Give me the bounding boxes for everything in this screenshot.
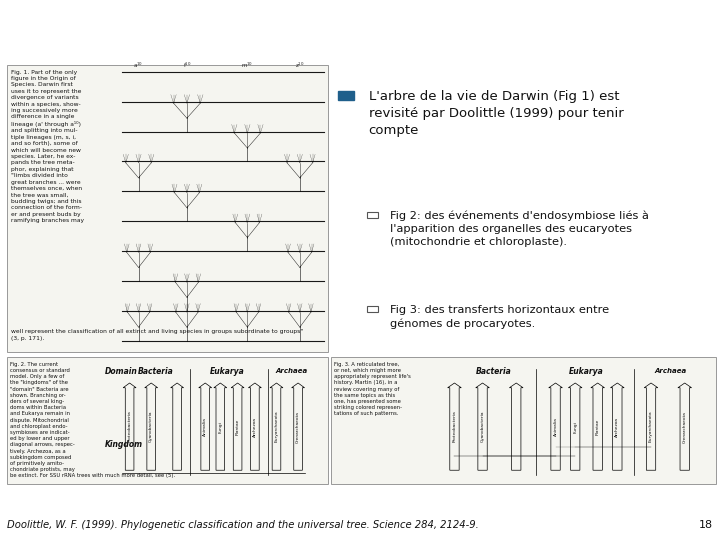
Text: Doolittle, W. F. (1999). Phylogenetic classification and the universal tree. Sci: Doolittle, W. F. (1999). Phylogenetic cl… bbox=[7, 519, 479, 530]
Text: Animalia: Animalia bbox=[203, 417, 207, 436]
Text: Kingdom: Kingdom bbox=[104, 440, 143, 449]
Text: 18: 18 bbox=[698, 519, 713, 530]
Text: Fig 3: des transferts horizontaux entre
génomes de procaryotes.: Fig 3: des transferts horizontaux entre … bbox=[390, 305, 608, 329]
Text: Proteobacteria: Proteobacteria bbox=[127, 411, 132, 442]
Text: Cyanobacteria: Cyanobacteria bbox=[149, 411, 153, 442]
Text: Fungi: Fungi bbox=[218, 421, 222, 433]
Text: Euryarchaeota: Euryarchaeota bbox=[649, 411, 653, 442]
Text: Bacteria: Bacteria bbox=[138, 367, 174, 376]
Text: Fig. 2. The current
consensus or standard
model. Only a few of
the "kingdoms" of: Fig. 2. The current consensus or standar… bbox=[10, 362, 175, 478]
Text: L'arbre de la vie de Darwin (Fig 1) est
revisité par Doolittle (1999) pour tenir: L'arbre de la vie de Darwin (Fig 1) est … bbox=[369, 90, 624, 137]
Text: L'arbre universel de la vie revisité: L'arbre universel de la vie revisité bbox=[13, 10, 443, 30]
Text: Eukarya: Eukarya bbox=[210, 367, 244, 376]
Text: Bacteria: Bacteria bbox=[476, 367, 512, 376]
Text: Cyanobacteria: Cyanobacteria bbox=[480, 411, 485, 442]
Bar bbox=[7, 65, 328, 353]
Text: Archaea: Archaea bbox=[276, 368, 307, 374]
Bar bbox=[331, 357, 716, 484]
Text: well represent the classification of all extinct and living species in groups su: well represent the classification of all… bbox=[11, 329, 303, 341]
Text: Plantae: Plantae bbox=[595, 418, 600, 435]
Text: Fig 2: des événements d'endosymbiose liés à
l'apparition des organelles des euca: Fig 2: des événements d'endosymbiose lié… bbox=[390, 211, 649, 247]
Text: Domain: Domain bbox=[104, 367, 137, 376]
Text: Plantae: Plantae bbox=[235, 418, 240, 435]
Bar bbox=[367, 306, 378, 312]
Text: m$^{10}$: m$^{10}$ bbox=[241, 60, 253, 70]
Text: Fig. 3. A reticulated tree,
or net, which might more
appropriately represent lif: Fig. 3. A reticulated tree, or net, whic… bbox=[334, 362, 411, 416]
Text: Fig. 1. Part of the only
figure in the Origin of
Species. Darwin first
uses it t: Fig. 1. Part of the only figure in the O… bbox=[11, 70, 84, 223]
Bar bbox=[7, 357, 328, 484]
Text: Animalia: Animalia bbox=[554, 417, 557, 436]
Text: Eukarya: Eukarya bbox=[569, 367, 604, 376]
Text: a$^{10}$: a$^{10}$ bbox=[133, 60, 143, 70]
Bar bbox=[367, 212, 378, 218]
Bar bbox=[338, 91, 354, 100]
Text: Euryarchaeota: Euryarchaeota bbox=[274, 411, 279, 442]
Text: Crenarchaeota: Crenarchaeota bbox=[683, 411, 687, 443]
Text: Crenarchaeota: Crenarchaeota bbox=[296, 411, 300, 443]
Text: z$^{10}$: z$^{10}$ bbox=[295, 60, 305, 70]
Text: Proteobacteria: Proteobacteria bbox=[452, 411, 456, 442]
Text: Archezoa: Archezoa bbox=[253, 417, 257, 437]
Text: f$^{10}$: f$^{10}$ bbox=[183, 60, 192, 70]
Text: Archezoa: Archezoa bbox=[616, 417, 619, 437]
Text: Fungi: Fungi bbox=[573, 421, 577, 433]
Text: Archaea: Archaea bbox=[654, 368, 687, 374]
